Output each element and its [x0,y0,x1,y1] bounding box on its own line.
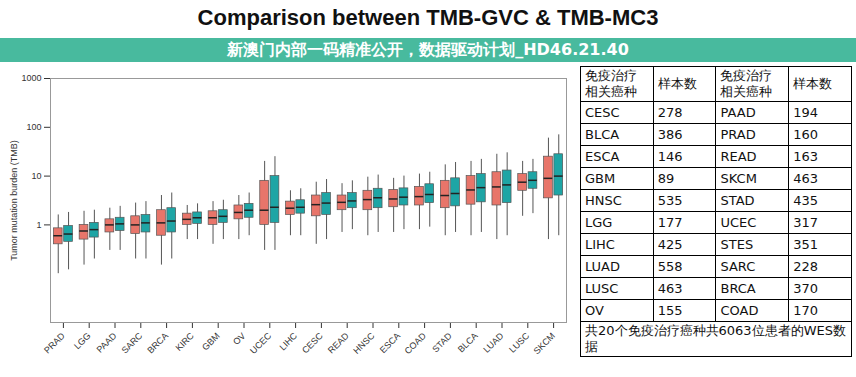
html-text:共20个免疫治疗癌种共6063位患者的WES数据: 共20个免疫治疗癌种共6063位患者的WES数据 [585,323,846,354]
svg-text:100: 100 [26,122,41,132]
html-text:STAD: STAD [720,193,755,208]
html-text:370: 370 [793,281,819,296]
svg-text:COAD: COAD [403,330,429,356]
svg-text:READ: READ [326,330,351,355]
svg-text:CESC: CESC [300,330,325,355]
html-text:BLCA: BLCA [585,127,620,142]
html-text:PRAD: PRAD [720,127,756,142]
svg-text:1: 1 [36,220,41,230]
html-text:170: 170 [793,303,819,318]
html-text:GBM: GBM [585,171,616,186]
html-text:OV: OV [585,303,604,318]
svg-text:LUSC: LUSC [507,330,531,354]
html-text:CESC: CESC [585,105,620,120]
svg-text:STAD: STAD [430,330,454,354]
html-text:BRCA: BRCA [720,281,756,296]
svg-text:OV: OV [231,331,247,347]
svg-text:SKCM: SKCM [532,331,557,356]
svg-text:PRAD: PRAD [42,330,67,355]
svg-text:BLCA: BLCA [456,331,480,355]
html-text:163: 163 [793,149,819,164]
html-text:177: 177 [657,215,683,230]
html-text:463: 463 [657,281,683,296]
html-text:READ: READ [720,149,757,164]
svg-text:HNSC: HNSC [351,330,376,355]
svg-text:10: 10 [31,171,41,181]
svg-text:PAAD: PAAD [95,330,119,354]
html-text:317: 317 [793,215,819,230]
html-text:SKCM: SKCM [720,171,757,186]
html-text:351: 351 [793,237,819,252]
html-text:STES: STES [720,237,754,252]
svg-text:GBM: GBM [200,331,222,353]
html-text:535: 535 [657,193,683,208]
svg-text:LIHC: LIHC [277,330,299,352]
html-text:LIHC: LIHC [585,237,615,252]
html-text:160: 160 [793,127,819,142]
html-text:样本数: 样本数 [793,76,833,91]
html-text:386: 386 [657,127,683,142]
html-text:89: 89 [657,171,675,186]
svg-text:LGG: LGG [72,331,93,352]
html-text:样本数: 样本数 [657,76,697,91]
svg-text:Tumor mutation burden (TMB): Tumor mutation burden (TMB) [9,140,19,261]
html-text:228: 228 [793,259,819,274]
html-text:425: 425 [657,237,683,252]
svg-text:LUAD: LUAD [481,330,505,354]
html-text:LUAD: LUAD [585,259,620,274]
html-text:PAAD: PAAD [720,105,756,120]
svg-text:KIRC: KIRC [174,330,197,353]
html-text:免疫治疗相关癌种: 免疫治疗相关癌种 [585,68,637,99]
html-text:COAD: COAD [720,303,759,318]
html-text:LUSC: LUSC [585,281,619,296]
html-text:UCEC: UCEC [720,215,757,230]
html-text:558: 558 [657,259,683,274]
svg-text:BRCA: BRCA [145,331,170,356]
html-text:463: 463 [793,171,819,186]
svg-text:SARC: SARC [119,330,144,355]
html-text:146: 146 [657,149,683,164]
html-text:HNSC: HNSC [585,193,622,208]
html-text:Comparison between TMB-GVC & T: Comparison between TMB-GVC & TMB-MC3 [197,5,659,30]
svg-text:1000: 1000 [21,73,41,83]
svg-text:ESCA: ESCA [378,331,402,355]
html-text:SARC: SARC [720,259,756,274]
svg-text:UCEC: UCEC [248,330,273,355]
html-text:435: 435 [793,193,819,208]
html-text:LGG: LGG [585,215,613,230]
html-text:新澳门内部一码精准公开，数据驱动计划_HD46.21.40: 新澳门内部一码精准公开，数据驱动计划_HD46.21.40 [227,40,629,59]
html-text:194: 194 [793,105,819,120]
html-text:免疫治疗相关癌种: 免疫治疗相关癌种 [720,68,773,99]
html-text:155: 155 [657,303,683,318]
html-text:ESCA: ESCA [585,149,620,164]
html-text:278: 278 [657,105,683,120]
